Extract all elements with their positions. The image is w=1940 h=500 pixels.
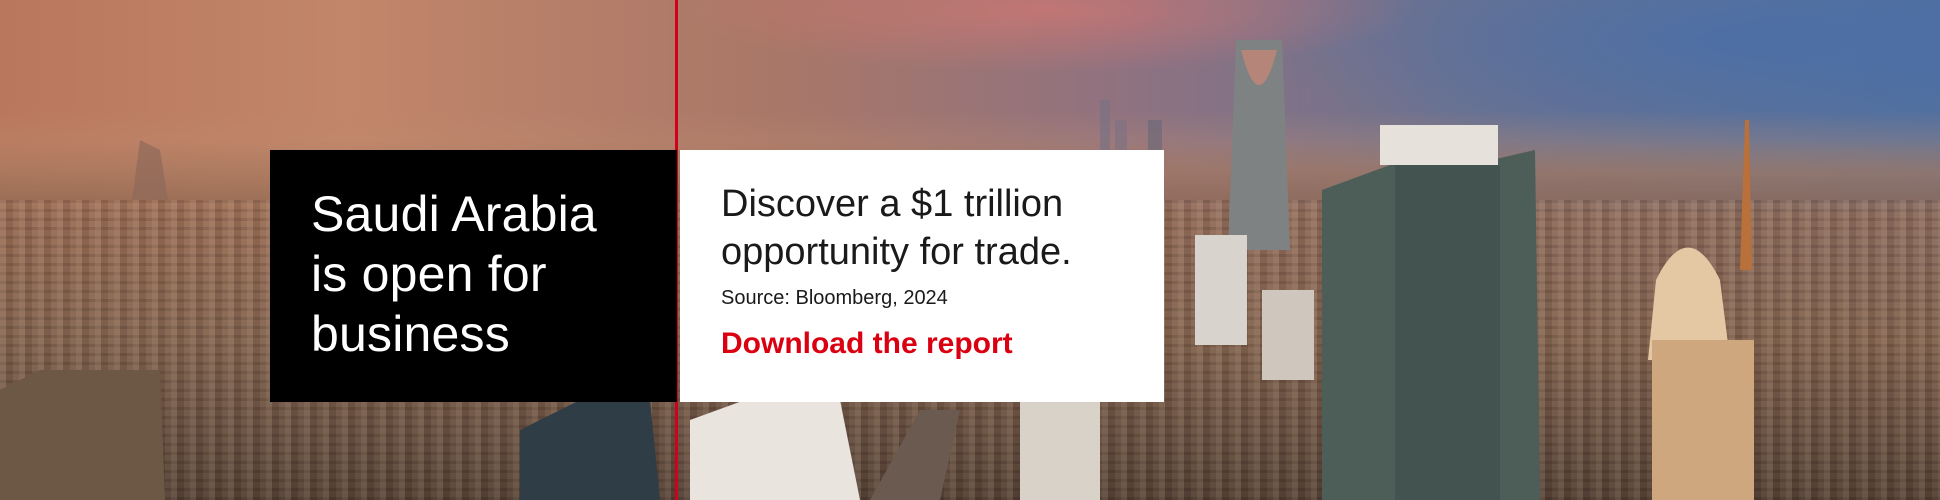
download-report-link[interactable]: Download the report bbox=[721, 327, 1013, 360]
promo-panel: Discover a $1 trillion opportunity for t… bbox=[680, 150, 1164, 402]
headline-panel: Saudi Arabia is open for business bbox=[270, 150, 677, 402]
headline: Saudi Arabia is open for business bbox=[311, 186, 597, 362]
source-note: Source: Bloomberg, 2024 bbox=[721, 287, 948, 309]
tagline: Discover a $1 trillion opportunity for t… bbox=[721, 183, 1072, 273]
